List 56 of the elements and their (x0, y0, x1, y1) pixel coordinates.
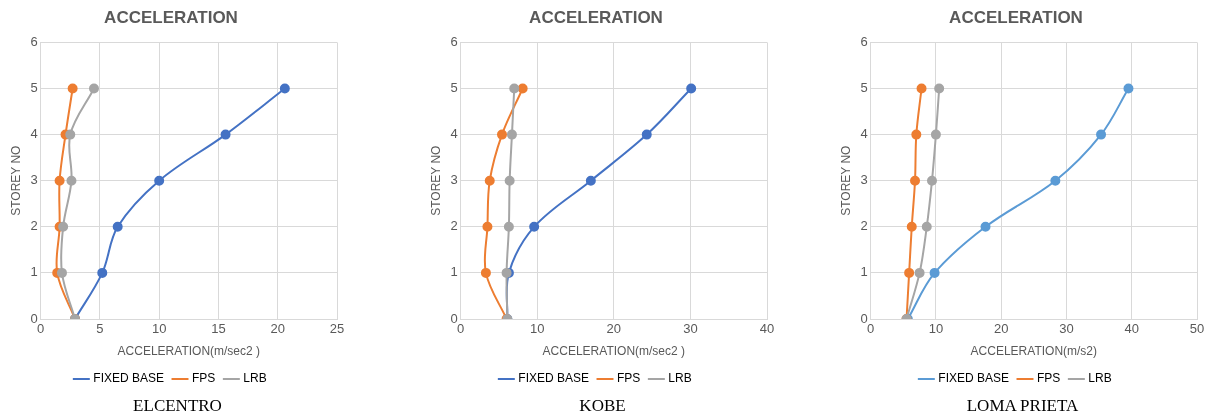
legend-label: LRB (668, 371, 692, 386)
y-tick-label: 2 (30, 218, 38, 234)
legend-label: FPS (1037, 371, 1061, 386)
y-axis-title: STOREY NO (428, 145, 443, 216)
x-tick-label: 15 (211, 321, 226, 337)
y-tick-label: 0 (30, 310, 38, 326)
y-tick-label: 0 (450, 310, 458, 326)
legend-label: FIXED BASE (518, 371, 589, 386)
y-tick-label: 2 (450, 218, 458, 234)
y-tick-label: 5 (450, 80, 458, 96)
x-tick-label: 30 (683, 321, 698, 337)
x-tick-label: 10 (928, 321, 944, 337)
y-tick-label: 3 (450, 172, 458, 188)
y-tick-label: 4 (30, 126, 38, 142)
x-axis-title: ACCELERATION(m/sec2 ) (117, 344, 261, 359)
y-tick-label: 6 (860, 33, 868, 49)
y-tick-label: 1 (30, 264, 38, 280)
text: LOMA PRIETA (965, 396, 1080, 416)
x-tick-label: 20 (270, 321, 285, 337)
chart-title: ACCELERATION (949, 7, 1083, 27)
y-tick-label: 3 (860, 172, 868, 188)
legend-label: FIXED BASE (938, 371, 1009, 386)
x-tick-label: 5 (96, 321, 104, 337)
x-tick-label: 10 (151, 321, 167, 337)
text: ELCENTRO (132, 396, 223, 416)
x-axis-title: ACCELERATION(m/sec2 ) (542, 344, 686, 359)
x-tick-label: 40 (759, 321, 775, 337)
chart-title: ACCELERATION (529, 7, 663, 27)
y-tick-label: 5 (860, 80, 868, 96)
legend-label: FPS (617, 371, 641, 386)
x-tick-label: 25 (329, 321, 345, 337)
x-tick-label: 30 (1059, 321, 1074, 337)
x-tick-label: 10 (529, 321, 545, 337)
y-tick-label: 2 (860, 218, 868, 234)
y-tick-label: 0 (860, 310, 868, 326)
legend-label: FIXED BASE (93, 371, 164, 386)
text: KOBE (578, 396, 627, 416)
legend-label: LRB (243, 371, 267, 386)
y-tick-label: 5 (30, 80, 38, 96)
y-tick-label: 1 (860, 264, 868, 280)
y-tick-label: 6 (450, 33, 458, 49)
x-tick-label: 40 (1124, 321, 1139, 337)
chart-title: ACCELERATION (104, 7, 238, 27)
y-axis-title: STOREY NO (838, 145, 853, 216)
y-tick-label: 4 (860, 126, 868, 142)
y-tick-label: 6 (30, 33, 38, 49)
x-tick-label: 50 (1189, 321, 1205, 337)
legend-label: LRB (1088, 371, 1112, 386)
x-axis-title: ACCELERATION(m/s2) (970, 344, 1098, 359)
y-axis-title: STOREY NO (8, 145, 23, 216)
x-tick-label: 20 (606, 321, 622, 337)
y-tick-label: 3 (30, 172, 38, 188)
x-tick-label: 20 (993, 321, 1009, 337)
legend-label: FPS (192, 371, 216, 386)
y-tick-label: 4 (450, 126, 458, 142)
y-tick-label: 1 (450, 264, 458, 280)
